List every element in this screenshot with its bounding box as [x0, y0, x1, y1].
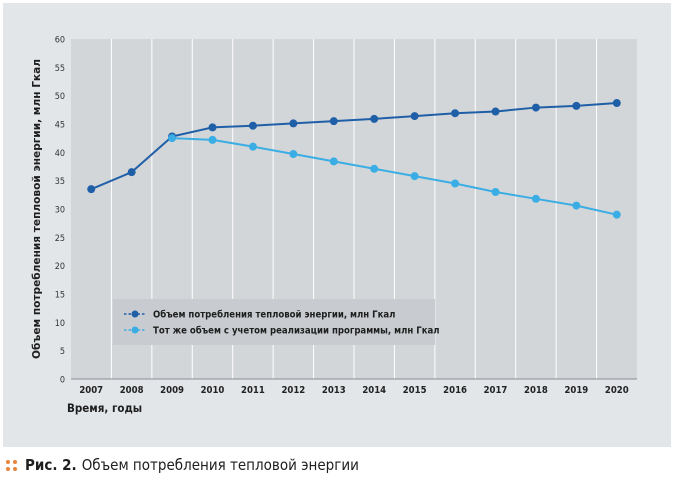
data-point — [329, 117, 338, 126]
data-point — [572, 101, 581, 110]
y-tick-label: 50 — [55, 92, 65, 102]
series-line — [90, 102, 617, 191]
y-tick-label: 5 — [60, 347, 65, 357]
x-tick-label: 2017 — [484, 385, 508, 396]
x-tick-label: 2008 — [120, 385, 144, 396]
y-tick-label: 40 — [55, 149, 65, 159]
y-tick-label: 15 — [55, 291, 65, 301]
x-tick-label: 2011 — [241, 385, 265, 396]
data-point — [572, 201, 581, 210]
data-point — [248, 121, 257, 130]
data-point — [329, 157, 338, 166]
y-tick-label: 0 — [60, 376, 65, 386]
data-point — [531, 194, 540, 203]
legend-swatch-marker — [131, 326, 139, 334]
x-tick-label: 2018 — [524, 385, 548, 396]
legend-label: Тот же объем с учетом реализации програм… — [153, 326, 440, 337]
x-tick-label: 2015 — [403, 385, 427, 396]
x-tick-label: 2014 — [362, 385, 386, 396]
caption-text: Объем потребления тепловой энергии — [81, 456, 359, 474]
data-point — [451, 109, 460, 118]
y-tick-label: 10 — [55, 319, 65, 329]
data-point — [370, 164, 379, 173]
data-point — [370, 114, 379, 123]
caption-dots-icon — [6, 459, 17, 471]
y-axis-title: Объем потребления тепловой энергии, млн … — [31, 59, 43, 359]
x-tick-label: 2012 — [281, 385, 305, 396]
data-point — [208, 123, 217, 132]
series-line — [172, 137, 618, 216]
legend-label: Объем потребления тепловой энергии, млн … — [153, 310, 395, 321]
data-point — [410, 112, 419, 121]
figure-panel: 0 5 10 15 20 25 30 35 40 45 50 55 60 2007 2008 2009 2010… — [3, 3, 671, 447]
x-axis-title: Время, годы — [67, 401, 142, 415]
legend-swatch-marker — [131, 310, 139, 318]
x-tick-label: 2007 — [79, 385, 103, 396]
x-tick-label: 2010 — [201, 385, 225, 396]
data-point — [612, 210, 621, 219]
y-tick-label: 20 — [55, 262, 65, 272]
data-point — [531, 103, 540, 112]
data-point — [491, 188, 500, 196]
data-point — [208, 135, 217, 144]
x-tick-label: 2020 — [605, 385, 629, 396]
data-point — [410, 172, 419, 181]
y-tick-label: 30 — [55, 206, 65, 216]
figure-caption: Рис. 2. Объем потребления тепловой энерг… — [6, 453, 359, 477]
caption-label: Рис. 2. — [25, 456, 77, 474]
data-point — [289, 119, 298, 128]
line-chart: 0 5 10 15 20 25 30 35 40 45 50 55 60 2007 2008 2009 2010… — [31, 36, 637, 415]
y-tick-label: 55 — [55, 64, 65, 74]
data-point — [168, 134, 177, 143]
data-point — [491, 107, 500, 116]
legend-box — [113, 299, 435, 345]
data-point — [248, 142, 257, 151]
x-tick-label: 2016 — [443, 385, 467, 396]
data-point — [612, 99, 621, 108]
data-point — [127, 168, 136, 177]
x-tick-label: 2019 — [564, 385, 588, 396]
y-tick-label: 60 — [55, 36, 65, 46]
data-point — [289, 150, 298, 159]
y-tick-label: 35 — [55, 177, 65, 187]
y-tick-label: 25 — [55, 234, 65, 244]
x-tick-label: 2009 — [160, 385, 184, 396]
x-tick-label: 2013 — [322, 385, 346, 396]
data-point — [87, 185, 96, 194]
data-point — [451, 179, 460, 188]
y-tick-label: 45 — [55, 121, 65, 131]
